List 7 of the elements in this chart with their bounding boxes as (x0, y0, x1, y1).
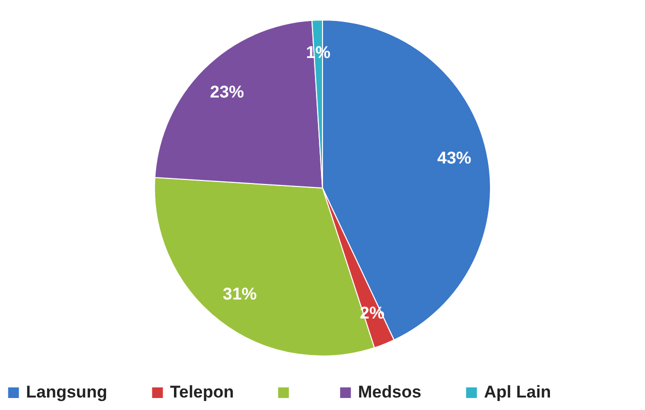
data-label: 31% (222, 284, 257, 304)
legend-label: Medsos (358, 382, 422, 402)
legend-label: Apl Lain (484, 382, 552, 402)
data-label: 43% (437, 148, 472, 168)
legend-label: Telepon (170, 382, 234, 402)
data-label: 23% (210, 82, 244, 102)
legend-label: Langsung (26, 382, 108, 402)
